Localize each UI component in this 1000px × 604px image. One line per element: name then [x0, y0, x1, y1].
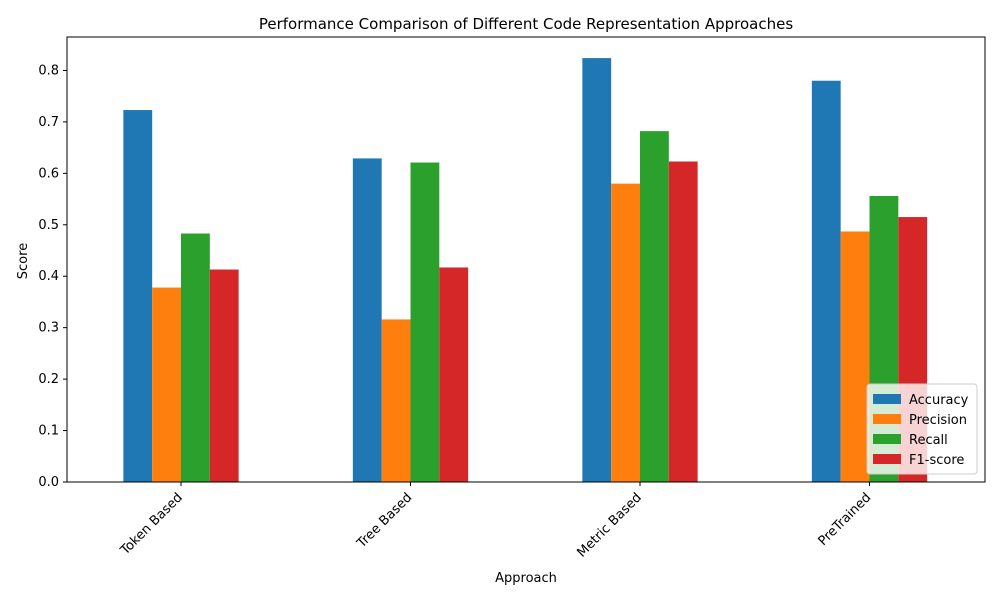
y-tick-label: 0.0 [38, 475, 59, 490]
bar-recall-tree-based [410, 162, 440, 482]
legend-swatch-f1-score [873, 454, 901, 464]
bar-f1-score-tree-based [439, 267, 469, 482]
x-tick-label: Token Based [117, 490, 186, 559]
legend-swatch-recall [873, 434, 901, 444]
y-tick-label: 0.1 [38, 424, 59, 439]
bar-accuracy-pretrained [811, 80, 841, 482]
plot-frame [66, 36, 986, 483]
bars-layer [123, 58, 928, 483]
legend-label-precision: Precision [909, 413, 967, 428]
legend-swatch-accuracy [873, 394, 901, 404]
y-tick-label: 0.2 [38, 372, 59, 387]
y-tick-label: 0.5 [38, 218, 59, 233]
bar-recall-metric-based [640, 131, 669, 482]
legend-swatch-precision [873, 414, 901, 424]
bar-recall-token-based [181, 233, 210, 482]
legend-box [866, 383, 978, 475]
y-tick-label: 0.6 [38, 166, 59, 181]
x-tick-label: Metric Based [574, 490, 644, 560]
x-axis-label: Approach [495, 571, 557, 586]
y-tick-label: 0.4 [38, 269, 59, 284]
x-tick-label: Tree Based [354, 490, 416, 552]
legend-label-recall: Recall [909, 433, 948, 448]
bar-f1-score-metric-based [668, 161, 698, 482]
bar-accuracy-token-based [123, 110, 153, 483]
y-axis: 0.0 0.1 0.2 0.3 0.4 0.5 0.6 0.7 0.8 [38, 63, 67, 490]
legend-label-accuracy: Accuracy [909, 393, 969, 408]
legend-label-f1-score: F1-score [909, 453, 964, 468]
bar-accuracy-metric-based [582, 58, 612, 483]
bar-precision-metric-based [611, 183, 640, 482]
y-tick-label: 0.3 [38, 321, 59, 336]
y-axis-label: Score [16, 243, 31, 279]
y-tick-label: 0.7 [38, 115, 59, 130]
y-tick-label: 0.8 [38, 63, 59, 78]
bar-precision-token-based [152, 287, 181, 482]
bar-precision-tree-based [381, 319, 411, 482]
legend: Accuracy Precision Recall F1-score [866, 383, 978, 475]
chart-title: Performance Comparison of Different Code… [259, 15, 793, 33]
x-tick-label: PreTrained [816, 490, 875, 549]
bar-precision-pretrained [840, 231, 870, 482]
x-axis: Token Based Tree Based Metric Based PreTrai… [117, 482, 874, 561]
bar-accuracy-tree-based [352, 158, 382, 482]
bar-f1-score-token-based [209, 269, 239, 482]
